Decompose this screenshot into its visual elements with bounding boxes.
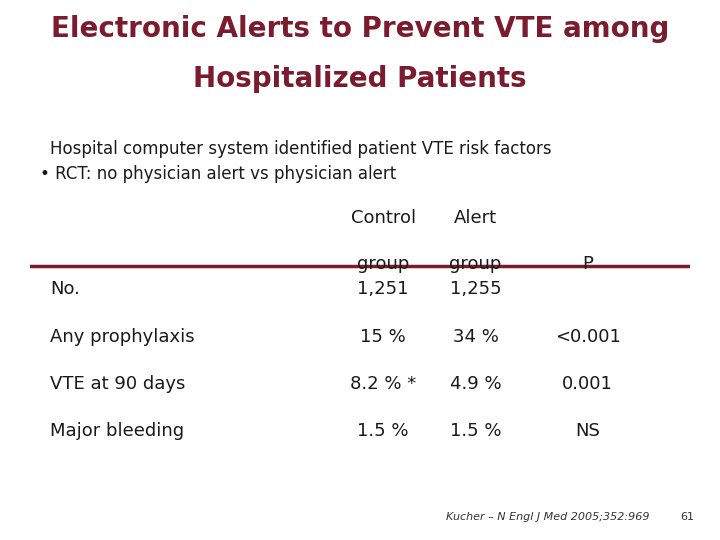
Text: Any prophylaxis: Any prophylaxis bbox=[50, 328, 194, 346]
Text: VTE at 90 days: VTE at 90 days bbox=[50, 375, 185, 393]
Text: group: group bbox=[357, 255, 409, 273]
Text: Kucher – N Engl J Med 2005;352:969: Kucher – N Engl J Med 2005;352:969 bbox=[446, 512, 650, 522]
Text: NS: NS bbox=[575, 422, 600, 440]
Text: group: group bbox=[449, 255, 502, 273]
Text: 34 %: 34 % bbox=[453, 328, 498, 346]
Text: P: P bbox=[582, 255, 593, 273]
Text: • RCT: no physician alert vs physician alert: • RCT: no physician alert vs physician a… bbox=[40, 165, 396, 183]
Text: 1.5 %: 1.5 % bbox=[450, 422, 501, 440]
Text: 61: 61 bbox=[680, 512, 694, 522]
Text: Alert: Alert bbox=[454, 209, 497, 227]
Text: 4.9 %: 4.9 % bbox=[450, 375, 501, 393]
Text: 15 %: 15 % bbox=[360, 328, 406, 346]
Text: 1,251: 1,251 bbox=[357, 280, 409, 298]
Text: Major bleeding: Major bleeding bbox=[50, 422, 184, 440]
Text: Hospitalized Patients: Hospitalized Patients bbox=[193, 65, 527, 93]
Text: 8.2 % *: 8.2 % * bbox=[350, 375, 416, 393]
Text: Control: Control bbox=[351, 209, 415, 227]
Text: 1,255: 1,255 bbox=[450, 280, 501, 298]
Text: No.: No. bbox=[50, 280, 80, 298]
Text: <0.001: <0.001 bbox=[555, 328, 621, 346]
Text: Electronic Alerts to Prevent VTE among: Electronic Alerts to Prevent VTE among bbox=[51, 15, 669, 43]
Text: 0.001: 0.001 bbox=[562, 375, 613, 393]
Text: Hospital computer system identified patient VTE risk factors: Hospital computer system identified pati… bbox=[50, 140, 552, 158]
Text: 1.5 %: 1.5 % bbox=[357, 422, 409, 440]
